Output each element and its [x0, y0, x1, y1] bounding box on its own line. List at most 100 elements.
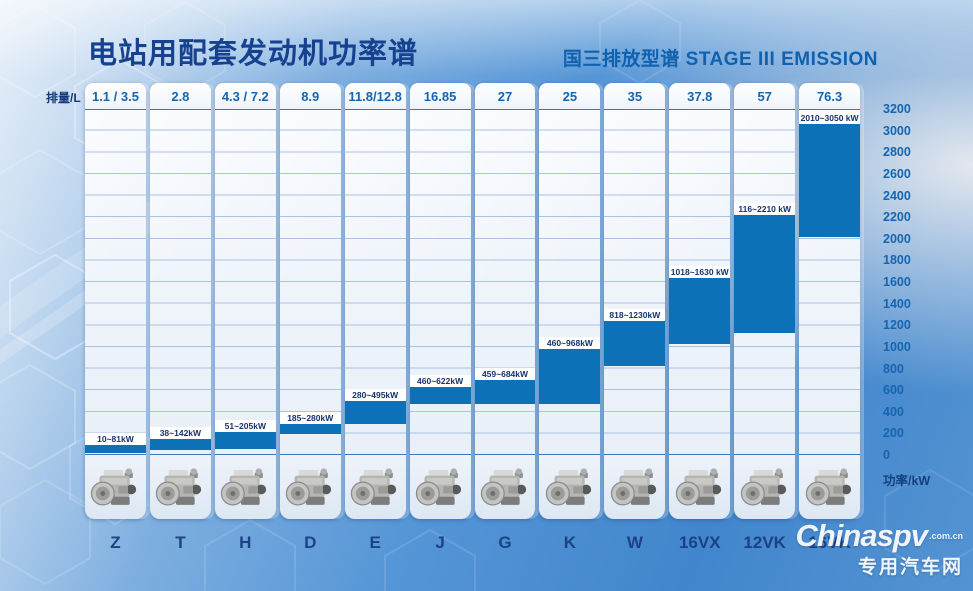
- model-letter-J: J: [435, 533, 445, 552]
- model-letter-H: H: [239, 533, 252, 552]
- power-range-bar: [474, 380, 536, 405]
- engine-photo-graphic: [805, 468, 851, 506]
- emission-stage-subtitle: 国三排放型谱 STAGE III EMISSION: [562, 49, 878, 70]
- power-axis-tick: 800: [883, 361, 904, 376]
- engine-photo-graphic: [545, 468, 592, 506]
- model-letter-W: W: [626, 533, 643, 552]
- engine-column-12VK: 57 116~2210 kW: [734, 83, 796, 519]
- power-range-track: 116~2210 kW: [734, 109, 796, 455]
- power-range-track: 51~205kW: [214, 109, 276, 455]
- power-axis-tick: 3200: [883, 102, 911, 116]
- power-axis-tick: 3000: [883, 123, 911, 138]
- displacement-cell: 8.9: [279, 83, 341, 109]
- model-letter-row: Z T H D E J G K W 16VX 12VK 16VK: [85, 533, 860, 553]
- power-range-bar: [409, 386, 471, 405]
- power-axis-tick: 2400: [883, 188, 911, 203]
- power-axis-tick: 0: [883, 448, 890, 462]
- engine-photo-graphic: [415, 468, 462, 506]
- model-letter-16VX: 16VX: [678, 533, 721, 552]
- engine-photo-graphic: [675, 468, 721, 506]
- engine-photo: [734, 455, 796, 519]
- power-range-label: 818~1230kW: [604, 309, 666, 321]
- displacement-cell: 25: [539, 83, 601, 109]
- engine-photo-graphic: [286, 468, 332, 506]
- engine-column-E: 11.8/12.8 280~495kW: [344, 83, 406, 519]
- engine-photo: [279, 455, 341, 519]
- power-axis-tick: 600: [883, 383, 904, 398]
- power-range-label: 185~280kW: [279, 411, 341, 424]
- engine-photo: [474, 455, 536, 519]
- power-range-bar: [279, 423, 341, 434]
- engine-column-W: 35 818~1230kW: [604, 83, 666, 519]
- engine-columns: 1.1 / 3.5 10~81kW 2.8 38~142kW 4.3 / 7.2 51…: [85, 83, 861, 519]
- power-axis-tick: 1400: [883, 296, 911, 311]
- power-range-bar: [734, 215, 796, 334]
- power-range-track: 38~142kW: [149, 109, 211, 455]
- engine-column-G: 27 459~684kW: [474, 83, 536, 519]
- engine-column-J: 16.85 460~622kW: [409, 83, 471, 519]
- power-range-label: 280~495kW: [344, 388, 406, 401]
- engine-column-16VK: 76.3 2010~3050 kW: [799, 83, 861, 519]
- power-axis-tick: 2000: [883, 231, 911, 246]
- power-range-label: 1018~1630 kW: [669, 265, 731, 278]
- displacement-cell: 27: [474, 83, 536, 109]
- engine-photo-graphic: [156, 468, 202, 506]
- power-range-bar: [799, 124, 861, 237]
- engine-photo: [149, 455, 211, 519]
- model-letter-16VK: 16VK: [808, 533, 851, 552]
- engine-photo: [539, 455, 601, 519]
- power-range-bar: [604, 321, 666, 366]
- displacement-cell: 76.3: [799, 83, 861, 109]
- power-axis-tick: 400: [883, 404, 904, 419]
- displacement-axis-label: 排量/L: [46, 91, 81, 105]
- power-range-label: 2010~3050 kW: [799, 112, 861, 125]
- engine-photo: [669, 455, 731, 519]
- power-range-label: 116~2210 kW: [734, 203, 796, 215]
- power-axis-tick: 1600: [883, 275, 911, 289]
- power-range-bar: [344, 400, 406, 424]
- engine-column-T: 2.8 38~142kW: [149, 83, 211, 519]
- power-range-track: 460~968kW: [539, 109, 601, 455]
- power-axis-tick: 2200: [883, 210, 911, 225]
- power-range-bar: [149, 438, 211, 450]
- engine-column-16VX: 37.8 1018~1630 kW: [669, 83, 731, 519]
- power-range-bar: [85, 445, 146, 453]
- displacement-cell: 37.8: [669, 83, 731, 109]
- watermark-caption: 专用汽车网: [857, 557, 963, 578]
- displacement-cell: 57: [734, 83, 796, 109]
- displacement-cell: 4.3 / 7.2: [214, 83, 276, 109]
- power-range-track: 1018~1630 kW: [669, 109, 731, 455]
- power-range-label: 38~142kW: [149, 426, 211, 439]
- power-range-label: 459~684kW: [474, 368, 536, 380]
- engine-column-D: 8.9 185~280kW: [279, 83, 341, 519]
- engine-photo-graphic: [610, 468, 656, 506]
- displacement-cell: 11.8/12.8: [344, 83, 406, 109]
- power-range-track: 185~280kW: [279, 109, 341, 455]
- engine-photo-graphic: [350, 468, 397, 506]
- power-axis-tick: 1800: [883, 253, 911, 268]
- engine-photo-graphic: [91, 468, 137, 506]
- page-title: 电站用配套发动机功率谱: [88, 38, 419, 70]
- engine-column-H: 4.3 / 7.2 51~205kW: [214, 83, 276, 519]
- power-range-track: 818~1230kW: [604, 109, 666, 455]
- power-range-label: 51~205kW: [214, 419, 276, 432]
- power-range-track: 10~81kW: [85, 109, 146, 455]
- power-range-track: 280~495kW: [344, 109, 406, 455]
- model-letter-T: T: [175, 533, 186, 552]
- engine-photo: [344, 455, 406, 519]
- model-letter-D: D: [304, 533, 317, 552]
- model-letter-G: G: [498, 533, 512, 552]
- engine-photo: [799, 455, 861, 519]
- engine-photo: [214, 455, 276, 519]
- power-axis-tick: 2600: [883, 166, 911, 181]
- engine-photo: [409, 455, 471, 519]
- power-range-track: 459~684kW: [474, 109, 536, 455]
- power-axis-title: 功率/kW: [883, 474, 931, 488]
- watermark-domain: .com.cn: [928, 531, 963, 541]
- power-axis-tick: 1000: [883, 339, 911, 354]
- power-range-track: 460~622kW: [409, 109, 471, 455]
- engine-photo-graphic: [221, 468, 267, 506]
- power-axis-tick: 2800: [883, 145, 911, 160]
- power-axis-tick: 1200: [883, 318, 911, 333]
